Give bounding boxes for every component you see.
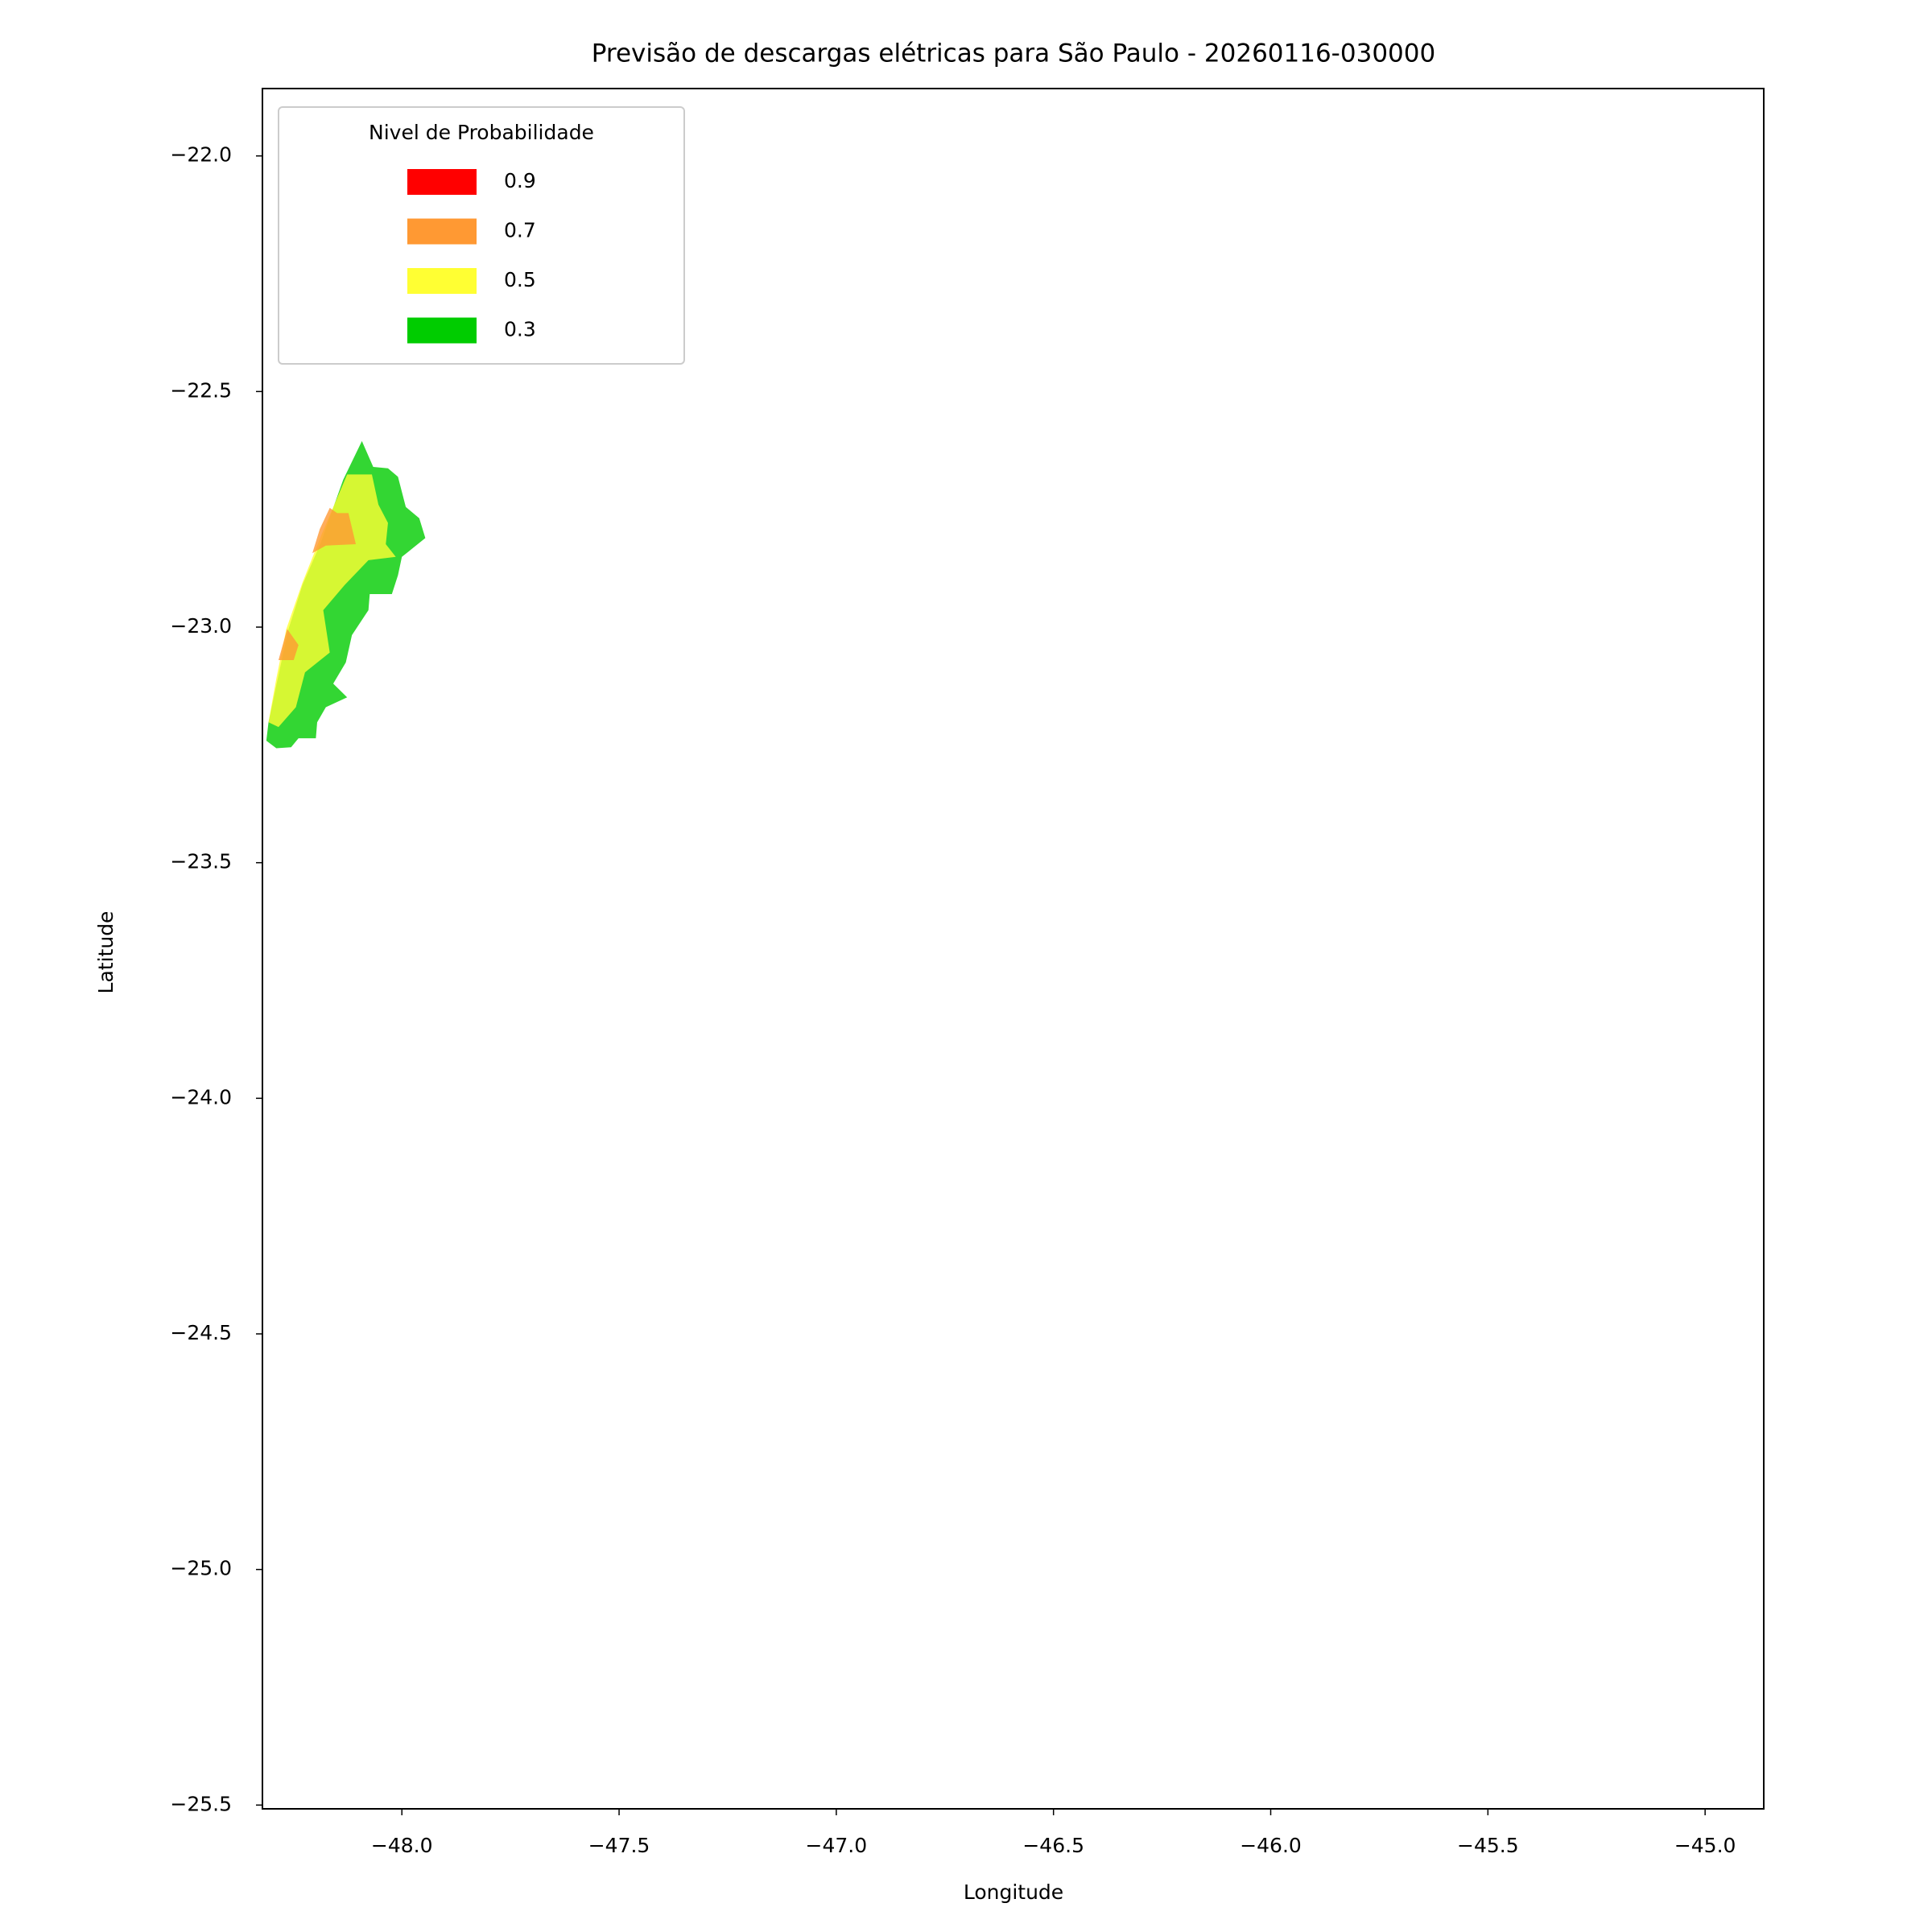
y-tick-label: −24.0 [170,1085,232,1108]
y-tick-label: −23.0 [170,614,232,638]
x-tick-label: −46.0 [1240,1834,1302,1857]
y-tick-label: −22.5 [170,378,232,402]
x-tick-label: −45.5 [1457,1834,1519,1857]
legend-swatch [407,317,477,344]
y-tick-label: −25.0 [170,1557,232,1580]
x-tick-label: −48.0 [371,1834,433,1857]
legend-box [278,106,685,365]
legend: Nivel de Probabilidade 0.9 0.7 0.5 0.3 [278,106,685,365]
legend-label: 0.7 [504,219,536,242]
legend-swatch [407,218,477,245]
y-tick-label: −25.5 [170,1792,232,1815]
legend-label: 0.5 [504,268,536,291]
legend-swatch [407,169,477,195]
contour-region [268,474,396,728]
legend-title: Nivel de Probabilidade [369,121,594,144]
contour-region [312,507,357,554]
y-tick-label: −24.5 [170,1321,232,1344]
contour-region [278,629,299,660]
legend-swatch [407,268,477,294]
x-tick-label: −45.0 [1674,1834,1736,1857]
y-tick-label: −23.5 [170,850,232,873]
legend-label: 0.3 [504,318,536,341]
y-axis-label: Latitude [94,911,118,994]
x-tick-label: −46.5 [1022,1834,1084,1857]
y-tick-label: −22.0 [170,143,232,167]
x-tick-label: −47.0 [806,1834,868,1857]
legend-label: 0.9 [504,169,536,192]
x-axis-label: Longitude [964,1880,1063,1904]
x-tick-label: −47.5 [588,1834,650,1857]
plot-frame [262,88,1765,1810]
chart-title: Previsão de descargas elétricas para São… [592,39,1435,68]
